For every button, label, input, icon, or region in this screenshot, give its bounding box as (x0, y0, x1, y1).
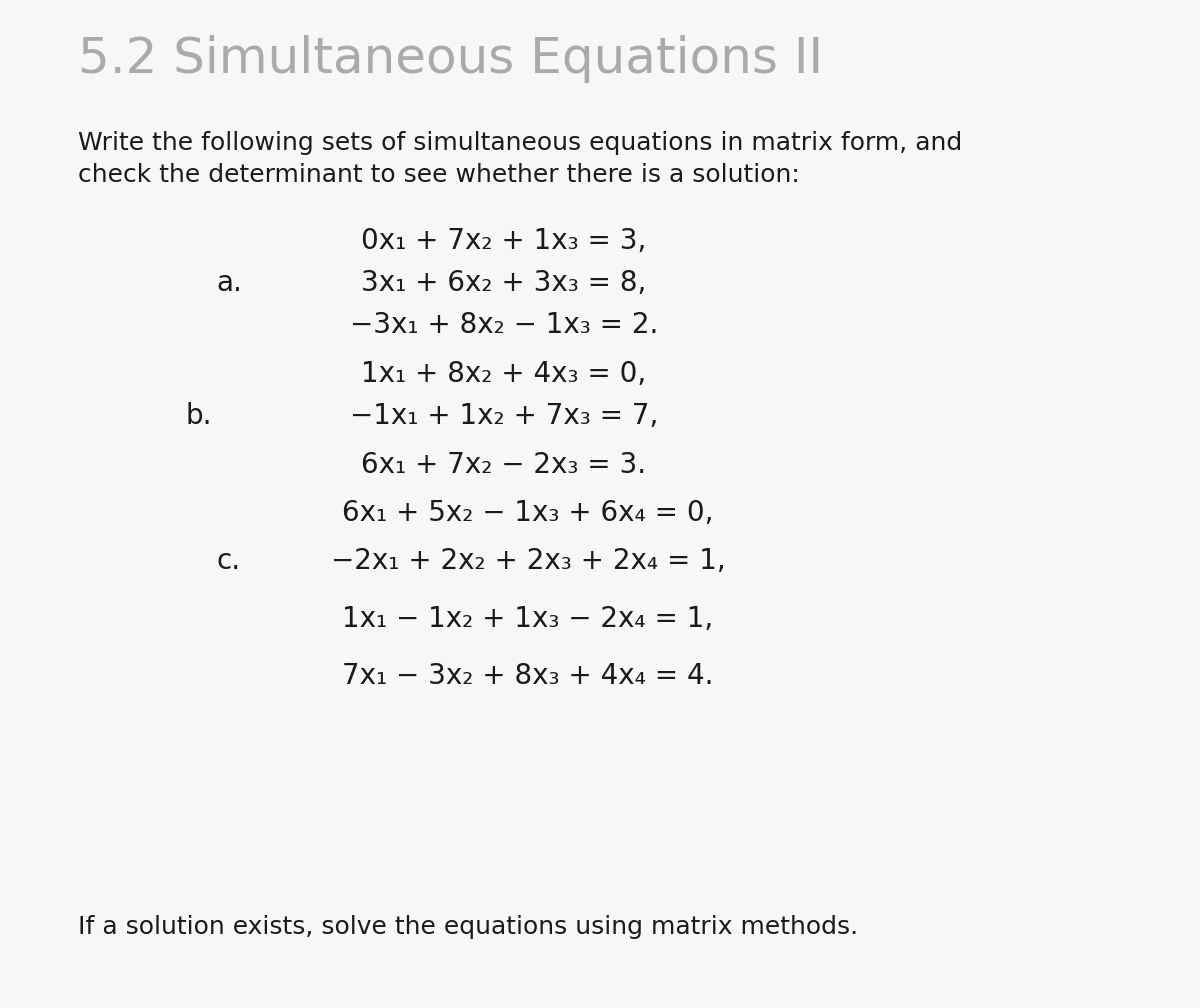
Text: 5.2 Simultaneous Equations II: 5.2 Simultaneous Equations II (78, 35, 823, 84)
Text: b.: b. (186, 402, 212, 430)
Text: check the determinant to see whether there is a solution:: check the determinant to see whether the… (78, 163, 799, 187)
Text: Write the following sets of simultaneous equations in matrix form, and: Write the following sets of simultaneous… (78, 131, 962, 155)
Text: 1x₁ + 8x₂ + 4x₃ = 0,: 1x₁ + 8x₂ + 4x₃ = 0, (361, 360, 647, 388)
Text: 7x₁ − 3x₂ + 8x₃ + 4x₄ = 4.: 7x₁ − 3x₂ + 8x₃ + 4x₄ = 4. (342, 662, 714, 690)
Text: If a solution exists, solve the equations using matrix methods.: If a solution exists, solve the equation… (78, 915, 858, 939)
Text: −3x₁ + 8x₂ − 1x₃ = 2.: −3x₁ + 8x₂ − 1x₃ = 2. (350, 311, 658, 340)
Text: 3x₁ + 6x₂ + 3x₃ = 8,: 3x₁ + 6x₂ + 3x₃ = 8, (361, 269, 647, 297)
Text: c.: c. (216, 547, 240, 576)
Text: −2x₁ + 2x₂ + 2x₃ + 2x₄ = 1,: −2x₁ + 2x₂ + 2x₃ + 2x₄ = 1, (331, 547, 725, 576)
Text: 6x₁ + 5x₂ − 1x₃ + 6x₄ = 0,: 6x₁ + 5x₂ − 1x₃ + 6x₄ = 0, (342, 499, 714, 527)
Text: a.: a. (216, 269, 242, 297)
Text: 6x₁ + 7x₂ − 2x₃ = 3.: 6x₁ + 7x₂ − 2x₃ = 3. (361, 451, 647, 479)
Text: −1x₁ + 1x₂ + 7x₃ = 7,: −1x₁ + 1x₂ + 7x₃ = 7, (350, 402, 658, 430)
Text: 0x₁ + 7x₂ + 1x₃ = 3,: 0x₁ + 7x₂ + 1x₃ = 3, (361, 227, 647, 255)
Text: 1x₁ − 1x₂ + 1x₃ − 2x₄ = 1,: 1x₁ − 1x₂ + 1x₃ − 2x₄ = 1, (342, 605, 714, 633)
